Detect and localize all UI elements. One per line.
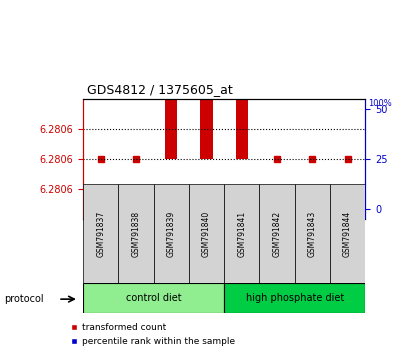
Text: GDS4812 / 1375605_at: GDS4812 / 1375605_at xyxy=(87,82,233,96)
Text: GSM791844: GSM791844 xyxy=(343,211,352,257)
FancyBboxPatch shape xyxy=(295,184,330,283)
Text: GSM791843: GSM791843 xyxy=(308,211,317,257)
FancyBboxPatch shape xyxy=(224,283,365,313)
FancyBboxPatch shape xyxy=(330,184,365,283)
FancyBboxPatch shape xyxy=(189,184,224,283)
FancyBboxPatch shape xyxy=(224,184,259,283)
Text: 100%: 100% xyxy=(368,99,392,108)
Text: GSM791841: GSM791841 xyxy=(237,211,246,257)
Text: GSM791839: GSM791839 xyxy=(167,211,176,257)
FancyBboxPatch shape xyxy=(83,184,118,283)
Text: high phosphate diet: high phosphate diet xyxy=(246,293,344,303)
Text: GSM791838: GSM791838 xyxy=(132,211,140,257)
Legend: transformed count, percentile rank within the sample: transformed count, percentile rank withi… xyxy=(67,320,239,349)
FancyBboxPatch shape xyxy=(154,184,189,283)
FancyBboxPatch shape xyxy=(118,184,154,283)
Bar xyxy=(200,0,212,159)
FancyBboxPatch shape xyxy=(259,184,295,283)
Text: protocol: protocol xyxy=(4,294,44,304)
Bar xyxy=(165,0,177,159)
Bar xyxy=(236,0,248,159)
Text: control diet: control diet xyxy=(126,293,181,303)
FancyBboxPatch shape xyxy=(83,283,224,313)
Text: GSM791842: GSM791842 xyxy=(273,211,281,257)
Text: GSM791837: GSM791837 xyxy=(96,211,105,257)
Text: GSM791840: GSM791840 xyxy=(202,211,211,257)
